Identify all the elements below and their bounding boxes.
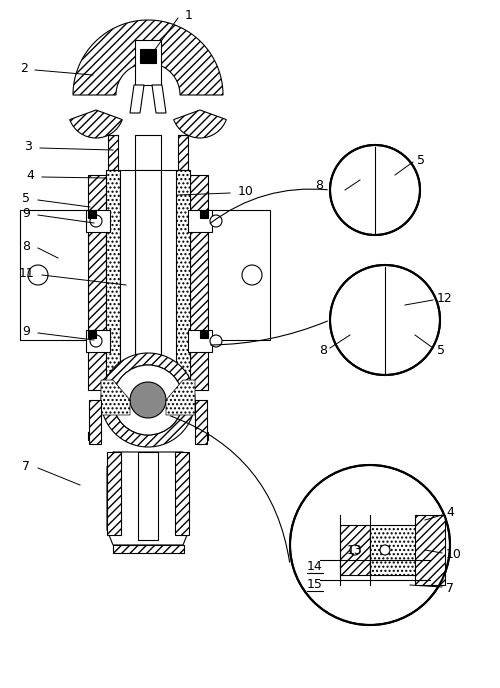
Bar <box>135 135 161 170</box>
Bar <box>198 432 208 440</box>
Text: 8: 8 <box>319 343 327 356</box>
Polygon shape <box>166 380 195 415</box>
Text: 10: 10 <box>446 548 462 561</box>
Circle shape <box>210 335 222 347</box>
Text: 9: 9 <box>22 325 30 338</box>
Text: 5: 5 <box>437 343 445 356</box>
Bar <box>89 400 101 444</box>
Bar <box>200 330 208 338</box>
Polygon shape <box>152 85 166 113</box>
Text: 5: 5 <box>22 191 30 204</box>
Wedge shape <box>385 267 438 373</box>
Polygon shape <box>208 210 270 340</box>
Bar <box>200 210 208 218</box>
Text: 3: 3 <box>24 140 32 153</box>
Text: 15: 15 <box>307 579 323 592</box>
Wedge shape <box>332 267 385 373</box>
Text: 14: 14 <box>307 561 323 574</box>
Polygon shape <box>101 380 130 415</box>
Text: 2: 2 <box>20 61 28 74</box>
Text: 1: 1 <box>185 8 193 21</box>
Circle shape <box>380 545 390 555</box>
Bar <box>188 330 212 352</box>
Circle shape <box>210 215 222 227</box>
Bar <box>178 135 188 170</box>
Circle shape <box>130 382 166 418</box>
Text: 11: 11 <box>18 266 34 279</box>
Bar <box>140 49 156 63</box>
Text: 7: 7 <box>446 583 454 596</box>
Text: 4: 4 <box>26 169 34 182</box>
Text: 4: 4 <box>446 506 454 519</box>
Bar <box>86 210 110 232</box>
Bar <box>108 135 118 170</box>
Text: 10: 10 <box>238 184 254 197</box>
Bar <box>88 330 96 338</box>
Text: 12: 12 <box>437 292 453 305</box>
Bar <box>176 170 190 400</box>
Wedge shape <box>101 353 195 447</box>
Circle shape <box>28 265 48 285</box>
Bar <box>86 330 110 352</box>
Circle shape <box>242 265 262 285</box>
Text: 7: 7 <box>22 460 30 473</box>
Circle shape <box>90 335 102 347</box>
Bar <box>370 525 420 575</box>
Wedge shape <box>375 147 418 233</box>
Wedge shape <box>292 467 370 623</box>
Bar <box>107 452 121 535</box>
Bar <box>113 545 184 553</box>
Circle shape <box>350 545 360 555</box>
Bar <box>190 175 208 390</box>
Text: 13: 13 <box>347 544 363 557</box>
Bar <box>175 452 189 535</box>
Bar <box>340 525 370 575</box>
Bar <box>195 400 207 444</box>
Circle shape <box>113 365 183 435</box>
Bar <box>135 170 161 440</box>
Polygon shape <box>415 515 445 585</box>
Text: 8: 8 <box>22 239 30 252</box>
Bar <box>120 170 135 380</box>
Circle shape <box>90 215 102 227</box>
Bar <box>106 170 120 400</box>
Circle shape <box>290 465 450 625</box>
Wedge shape <box>70 110 122 138</box>
Wedge shape <box>332 147 375 233</box>
Bar <box>88 210 96 218</box>
Bar <box>88 175 106 390</box>
Bar <box>88 432 98 440</box>
Circle shape <box>330 145 420 235</box>
Bar <box>135 40 161 85</box>
Text: 5: 5 <box>417 153 425 166</box>
Polygon shape <box>73 20 223 95</box>
Polygon shape <box>20 210 88 340</box>
Bar <box>138 452 158 540</box>
Wedge shape <box>174 110 227 138</box>
Polygon shape <box>130 85 144 113</box>
Polygon shape <box>107 452 189 545</box>
Text: 9: 9 <box>22 206 30 219</box>
Text: 8: 8 <box>315 178 323 191</box>
Circle shape <box>330 265 440 375</box>
Bar <box>188 210 212 232</box>
Bar <box>161 170 176 380</box>
